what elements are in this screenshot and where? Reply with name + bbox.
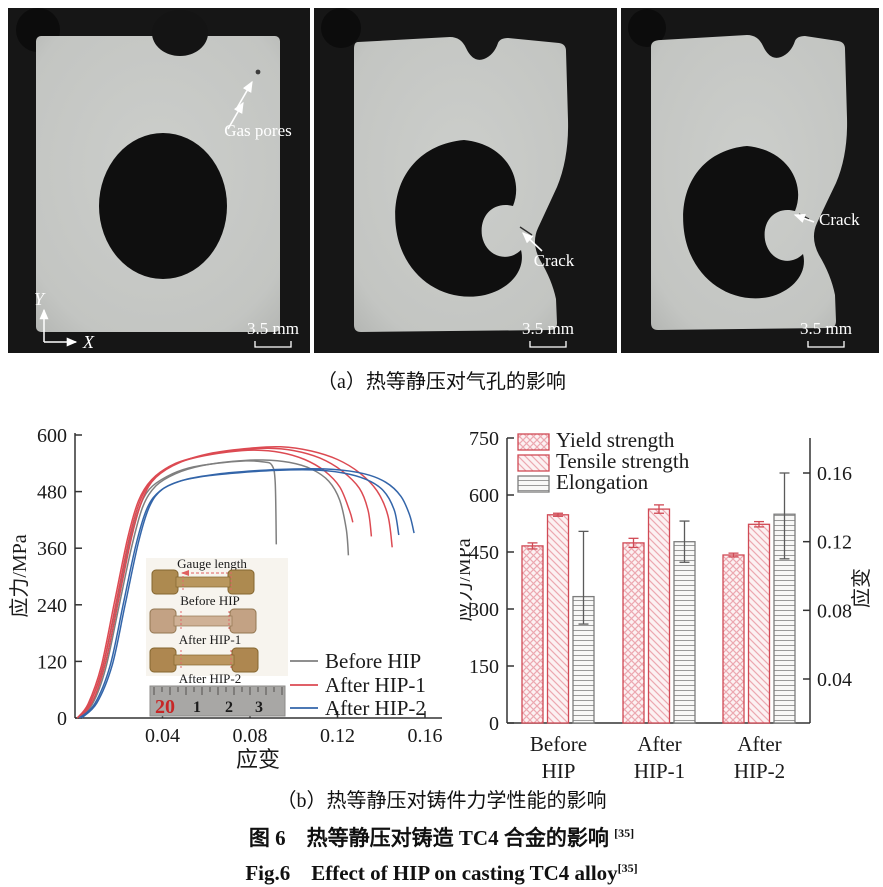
ct-panel-after-hip-1: Crack 3.5 mm <box>314 8 617 353</box>
gas-pore-dot <box>255 69 261 75</box>
curve-after-hip-1 <box>78 445 393 719</box>
y-tick-label: 480 <box>37 482 67 504</box>
corner-shadow <box>321 8 361 48</box>
crack-label: Crack <box>819 210 860 229</box>
bar-tensile-strength <box>546 514 570 724</box>
gauge-length-label: Gauge length <box>177 556 247 571</box>
specimen-photo-inset: Gauge length Before HIP <box>146 556 288 718</box>
right-tick-label: 0.04 <box>817 669 852 691</box>
category-label: After <box>637 732 681 756</box>
category-label: HIP-2 <box>734 759 785 783</box>
legend-label: After HIP-1 <box>325 673 426 697</box>
y-tick-label: 0 <box>57 708 67 730</box>
figure-caption-cn: 图 6 热等静压对铸造 TC4 合金的影响 [35] <box>248 826 635 850</box>
y-axis-letter: Y <box>34 289 46 309</box>
strength-elongation-bar-chart: 0 150 300 450 600 750 0.04 0.08 0.12 0.16 应力/MPa 应变… <box>460 428 873 783</box>
left-tick-label: 300 <box>469 599 499 621</box>
right-tick-label: 0.08 <box>817 600 852 622</box>
right-tick-label: 0.16 <box>817 463 852 485</box>
left-tick-label: 450 <box>469 542 499 564</box>
ruler-photo: 20 1 2 3 <box>149 685 286 718</box>
y-tick-label: 240 <box>37 595 67 617</box>
ct-panel-after-hip-2: Crack 3.5 mm <box>621 8 879 353</box>
left-tick-label: 750 <box>469 428 499 450</box>
bar-elongation <box>673 541 696 724</box>
x-axis-letter: X <box>82 332 95 352</box>
right-axis-title: 应变 <box>850 568 873 608</box>
gauge-arrowhead <box>181 570 189 576</box>
y-tick-label: 360 <box>37 538 67 560</box>
legend-swatch <box>517 433 550 451</box>
ruler-number-2: 2 <box>225 699 233 716</box>
y-tick-label: 120 <box>37 651 67 673</box>
specimen-label-after-hip-1: After HIP-1 <box>179 632 241 647</box>
bar-tensile-strength <box>747 523 771 724</box>
legend-label: Elongation <box>556 470 649 494</box>
gas-pores-label: Gas pores <box>224 121 292 140</box>
kidney-hole <box>683 146 804 299</box>
left-tick-label: 600 <box>469 485 499 507</box>
legend-swatch <box>517 454 550 472</box>
kidney-hole <box>395 140 522 297</box>
caption-a: （a）热等静压对气孔的影响 <box>317 371 566 393</box>
specimen-label-before-hip: Before HIP <box>180 593 240 608</box>
xray-panel-row: Gas pores Y X 3.5 mm Crac <box>0 0 883 353</box>
curve-before-hip <box>78 459 350 719</box>
category-label: HIP-1 <box>634 759 685 783</box>
ruler-number-1: 1 <box>193 699 201 716</box>
ruler-number-20: 20 <box>155 696 175 718</box>
x-tick-label: 0.12 <box>320 725 355 747</box>
bar-yield-strength <box>622 542 645 724</box>
legend-label: Before HIP <box>325 649 421 673</box>
top-notch <box>152 10 208 56</box>
category-label: HIP <box>542 759 576 783</box>
x-tick-label: 0.08 <box>233 725 268 747</box>
ruler-ticks <box>153 687 283 695</box>
gas-pore-arrow <box>227 101 244 130</box>
scale-label: 3.5 mm <box>247 319 299 338</box>
figure-caption-en: Fig.6 Effect of HIP on casting TC4 alloy… <box>245 861 638 885</box>
scale-bar <box>529 341 567 348</box>
caption-b: （b）热等静压对铸件力学性能的影响 <box>276 790 607 812</box>
legend-label: Yield strength <box>556 428 675 452</box>
y-axis-title: 应力/MPa <box>8 534 31 617</box>
x-tick-label: 0.16 <box>408 725 443 747</box>
charts-row: 0 120 240 360 480 600 0.04 0.08 0.12 0.16 应力/MPa 应变… <box>0 398 883 788</box>
ruler-number-3: 3 <box>255 699 263 716</box>
specimen-after-hip-1 <box>149 608 257 634</box>
specimen-label-after-hip-2: After HIP-2 <box>179 671 241 686</box>
crack-arrow <box>522 232 543 252</box>
reference-en: [35] <box>617 861 638 875</box>
bar-tensile-strength <box>647 508 671 724</box>
scale-label: 3.5 mm <box>800 319 852 338</box>
corner-shadow <box>628 9 666 47</box>
crack-label: Crack <box>534 251 575 270</box>
bar-yield-strength <box>722 554 745 724</box>
crack-arrow <box>793 213 815 223</box>
scale-bar <box>807 341 845 348</box>
right-tick-label: 0.12 <box>817 532 852 554</box>
specimen-before-hip <box>151 569 255 595</box>
left-tick-label: 0 <box>489 713 499 735</box>
center-hole <box>99 133 227 279</box>
legend-label: After HIP-2 <box>325 696 426 720</box>
scale-bar <box>254 341 292 348</box>
legend-label: Tensile strength <box>556 449 690 473</box>
y-tick-label: 600 <box>37 425 67 447</box>
category-label: Before <box>530 732 587 756</box>
ct-panel-before-hip: Gas pores Y X 3.5 mm <box>8 8 310 353</box>
curve-after-hip-2 <box>81 468 415 719</box>
bar-yield-strength <box>521 545 544 724</box>
scale-label: 3.5 mm <box>522 319 574 338</box>
legend-swatch <box>517 475 550 493</box>
specimen-after-hip-2 <box>149 647 259 673</box>
reference-cn: [35] <box>614 826 635 840</box>
category-label: After <box>737 732 781 756</box>
x-axis-title: 应变 <box>236 747 280 772</box>
left-tick-label: 150 <box>469 656 499 678</box>
x-tick-label: 0.04 <box>145 725 180 747</box>
left-axis-title: 应力/MPa <box>460 538 475 621</box>
